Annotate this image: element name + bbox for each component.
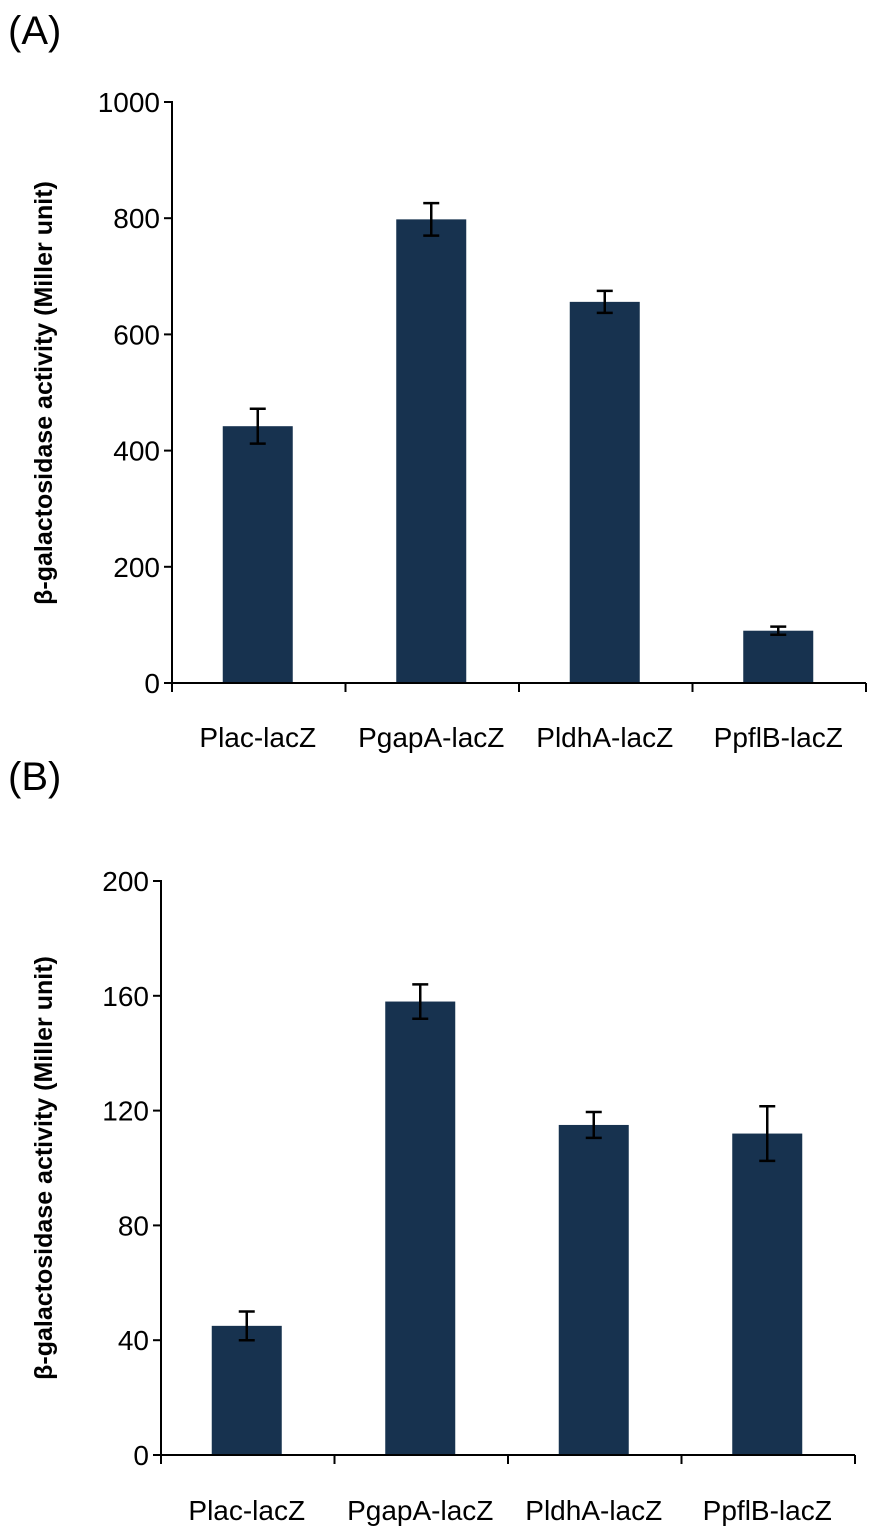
bar (558, 1124, 629, 1455)
x-labels-group: Plac-lacZ PgapA-lacZ PldhA-lacZ PpflB-lacZ (188, 1495, 831, 1526)
x-category-label: PldhA-lacZ (536, 722, 673, 753)
bar (743, 630, 814, 683)
x-category-label: PgapA-lacZ (347, 1495, 493, 1526)
y-tick-label: 400 (113, 436, 160, 467)
bar (385, 1001, 456, 1455)
y-tick-label: 160 (102, 981, 149, 1012)
bar (211, 1325, 282, 1455)
x-category-label: Plac-lacZ (188, 1495, 305, 1526)
y-axis-title: β-galactosidase activity (Miller unit) (30, 956, 58, 1380)
bar (732, 1133, 803, 1455)
y-tick-label: 120 (102, 1096, 149, 1127)
y-tick-label: 200 (113, 552, 160, 583)
bar (569, 301, 640, 683)
axes-group (160, 880, 856, 1464)
bar (222, 426, 293, 683)
x-category-label: PpflB-lacZ (714, 722, 843, 753)
y-tick-label: 0 (144, 668, 160, 699)
error-bar (412, 983, 429, 1021)
panel-label: (A) (8, 9, 61, 53)
y-tick-label: 0 (133, 1440, 149, 1471)
y-tick-label: 1000 (98, 87, 160, 118)
bar (396, 219, 467, 683)
error-bars-group (249, 201, 787, 637)
error-bar (596, 289, 613, 315)
error-bar (770, 625, 787, 637)
error-bar (238, 1310, 255, 1342)
x-category-label: Plac-lacZ (199, 722, 316, 753)
y-ticks-group: 0 200 400 600 800 1000 (98, 87, 172, 699)
y-tick-label: 40 (118, 1325, 149, 1356)
y-tick-label: 600 (113, 319, 160, 350)
y-tick-label: 800 (113, 203, 160, 234)
error-bar (585, 1110, 602, 1140)
y-ticks-group: 0 40 80 120 160 200 (102, 866, 161, 1471)
error-bar (249, 407, 266, 445)
error-bar (759, 1105, 776, 1163)
panel-a: (A) β-galactosidase activity (Miller uni… (8, 9, 867, 753)
bars-group (211, 1001, 803, 1455)
y-axis-title: β-galactosidase activity (Miller unit) (30, 181, 58, 605)
error-bar (423, 201, 440, 237)
x-category-label: PldhA-lacZ (525, 1495, 662, 1526)
axes-group (171, 101, 867, 692)
y-tick-label: 200 (102, 866, 149, 897)
x-category-label: PgapA-lacZ (358, 722, 504, 753)
panel-label: (B) (8, 755, 61, 799)
bars-group (222, 219, 814, 683)
error-bars-group (238, 983, 776, 1342)
panel-b: (B) β-galactosidase activity (Miller uni… (8, 755, 856, 1526)
y-tick-label: 80 (118, 1210, 149, 1241)
x-category-label: PpflB-lacZ (703, 1495, 832, 1526)
x-labels-group: Plac-lacZ PgapA-lacZ PldhA-lacZ PpflB-lacZ (199, 722, 842, 753)
